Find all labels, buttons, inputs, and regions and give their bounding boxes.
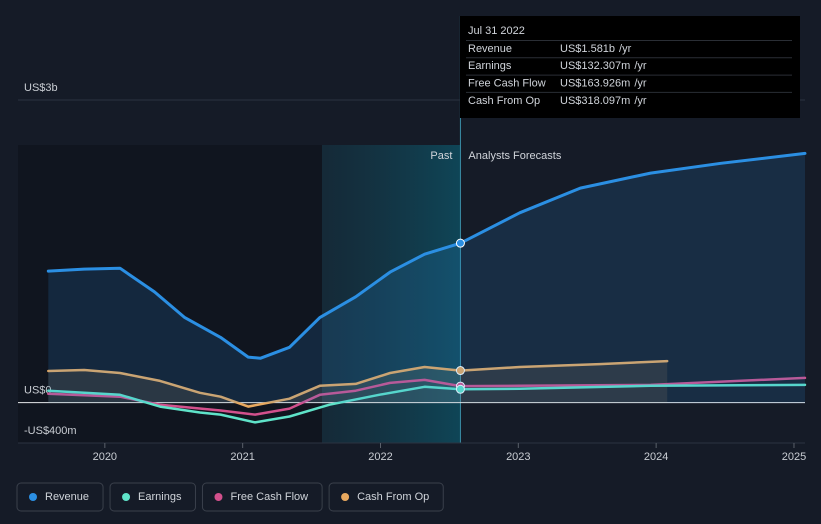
x-tick-label: 2021 xyxy=(230,451,254,463)
legend-item[interactable]: Earnings xyxy=(109,482,196,512)
y-tick-label: US$0 xyxy=(24,385,52,397)
series-area xyxy=(48,153,806,403)
tooltip-unit: /yr xyxy=(619,43,632,55)
tooltip-label: Revenue xyxy=(468,43,512,55)
legend-swatch xyxy=(214,493,223,501)
past-background xyxy=(18,145,322,443)
tooltip-value: US$132.307m xyxy=(560,60,630,72)
tooltip-label: Earnings xyxy=(468,60,512,72)
legend-swatch xyxy=(122,493,131,501)
past-label: Past xyxy=(430,150,452,162)
tooltip-value: US$318.097m xyxy=(560,95,630,107)
series-line xyxy=(47,359,669,408)
x-tick-label: 2025 xyxy=(782,451,806,463)
series-line xyxy=(46,151,807,360)
legend-box xyxy=(109,482,196,512)
y-tick-label: US$3b xyxy=(24,82,58,94)
y-tick-label: -US$400m xyxy=(24,425,77,437)
series-line xyxy=(47,376,807,416)
x-tick-label: 2020 xyxy=(93,451,117,463)
legend-label: Free Cash Flow xyxy=(230,491,308,503)
tooltip-value: US$163.926m xyxy=(560,78,630,90)
x-tick-label: 2022 xyxy=(368,451,392,463)
legend-label: Earnings xyxy=(138,491,182,503)
legend-item[interactable]: Free Cash Flow xyxy=(201,482,323,512)
legend-label: Cash From Op xyxy=(357,491,429,503)
forecast-label: Analysts Forecasts xyxy=(468,150,561,162)
highlight-dot xyxy=(455,384,465,394)
legend-item[interactable]: Revenue xyxy=(16,482,104,512)
highlight-dot xyxy=(455,238,465,248)
tooltip-title: Jul 31 2022 xyxy=(468,25,525,37)
tooltip-box xyxy=(460,16,800,118)
tooltip-unit: /yr xyxy=(634,60,647,72)
x-tick-label: 2024 xyxy=(644,451,668,463)
legend-box xyxy=(16,482,104,512)
tooltip-unit: /yr xyxy=(634,95,647,107)
tooltip-label: Free Cash Flow xyxy=(468,78,546,90)
legend-item[interactable]: Cash From Op xyxy=(328,482,444,512)
legend-swatch xyxy=(341,493,350,501)
legend-box xyxy=(328,482,444,512)
legend-swatch xyxy=(29,493,37,501)
series-line xyxy=(47,383,807,424)
tooltip-value: US$1.581b xyxy=(560,43,615,55)
highlight-dot xyxy=(455,366,465,376)
tooltip-label: Cash From Op xyxy=(468,95,540,107)
legend-label: Revenue xyxy=(45,491,89,503)
x-tick-label: 2023 xyxy=(506,451,530,463)
legend-box xyxy=(201,482,323,512)
tooltip-unit: /yr xyxy=(634,78,647,90)
